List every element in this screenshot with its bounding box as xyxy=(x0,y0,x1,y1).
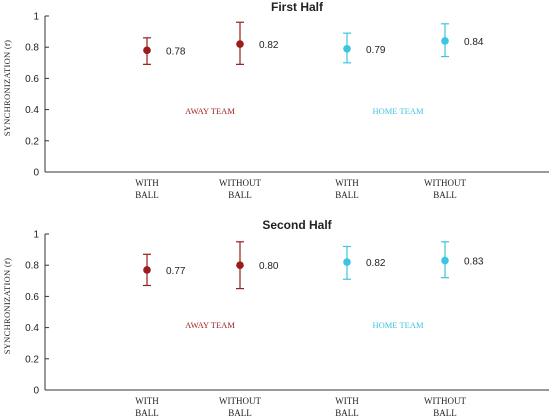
x-category-label-line1: WITHOUT xyxy=(219,396,261,406)
x-category-label-line1: WITH xyxy=(135,178,159,188)
data-point xyxy=(343,258,351,266)
y-tick-label: 0.2 xyxy=(25,354,39,365)
data-point xyxy=(441,37,449,45)
data-point xyxy=(236,261,244,270)
x-category-label-line2: BALL xyxy=(433,408,457,418)
home-team-label: HOME TEAM xyxy=(372,320,424,330)
x-category-label-line1: WITHOUT xyxy=(424,178,466,188)
home-team-label: HOME TEAM xyxy=(372,106,424,116)
data-label: 0.84 xyxy=(464,37,484,48)
x-category-label-line2: BALL xyxy=(335,408,359,418)
away-team-label: AWAY TEAM xyxy=(185,106,235,116)
data-point xyxy=(236,40,244,48)
data-label: 0.78 xyxy=(166,46,186,57)
x-category-label-line1: WITHOUT xyxy=(424,396,466,406)
data-point xyxy=(343,44,351,53)
y-tick-label: 0.2 xyxy=(25,136,39,147)
data-label: 0.77 xyxy=(166,266,186,277)
chart-title: Second Half xyxy=(262,218,332,232)
data-point xyxy=(143,266,151,274)
x-category-label-line1: WITH xyxy=(335,396,359,406)
data-point xyxy=(441,256,449,265)
data-label: 0.79 xyxy=(366,45,386,56)
data-point xyxy=(143,46,151,55)
x-category-label-line1: WITH xyxy=(135,396,159,406)
away-team-label: AWAY TEAM xyxy=(185,320,235,330)
data-label: 0.83 xyxy=(464,257,484,268)
x-category-label-line2: BALL xyxy=(433,190,457,200)
x-category-label-line1: WITHOUT xyxy=(219,178,261,188)
y-tick-label: 0 xyxy=(33,386,39,397)
y-tick-label: 0.6 xyxy=(25,292,39,303)
x-category-label-line1: WITH xyxy=(335,178,359,188)
y-tick-label: 0.8 xyxy=(25,43,39,54)
y-tick-label: 0 xyxy=(33,168,39,179)
second-half-panel: Second Half 0 0.2 0.4 0.6 0.8 1 SYNCHRONIZATION… xyxy=(2,218,549,418)
chart-title: First Half xyxy=(271,0,324,14)
y-axis-label: SYNCHRONIZATION (r̄) xyxy=(2,40,12,137)
y-tick-label: 1 xyxy=(33,12,39,23)
x-category-label-line2: BALL xyxy=(135,408,159,418)
x-category-label-line2: BALL xyxy=(228,190,252,200)
y-tick-label: 0.6 xyxy=(25,74,39,85)
data-label: 0.82 xyxy=(366,258,386,269)
data-label: 0.80 xyxy=(259,261,279,272)
y-axis-label: SYNCHRONIZATION (r̄) xyxy=(2,258,12,355)
y-tick-label: 0.8 xyxy=(25,261,39,272)
data-label: 0.82 xyxy=(259,40,279,51)
y-tick-label: 0.4 xyxy=(25,323,39,334)
x-category-label-line2: BALL xyxy=(228,408,252,418)
y-tick-label: 0.4 xyxy=(25,105,39,116)
x-category-label-line2: BALL xyxy=(135,190,159,200)
x-category-label-line2: BALL xyxy=(335,190,359,200)
first-half-panel: First Half 0 0.2 0.4 0.6 0.8 1 SYNCHRONIZATION … xyxy=(2,0,549,200)
y-tick-label: 1 xyxy=(33,230,39,241)
